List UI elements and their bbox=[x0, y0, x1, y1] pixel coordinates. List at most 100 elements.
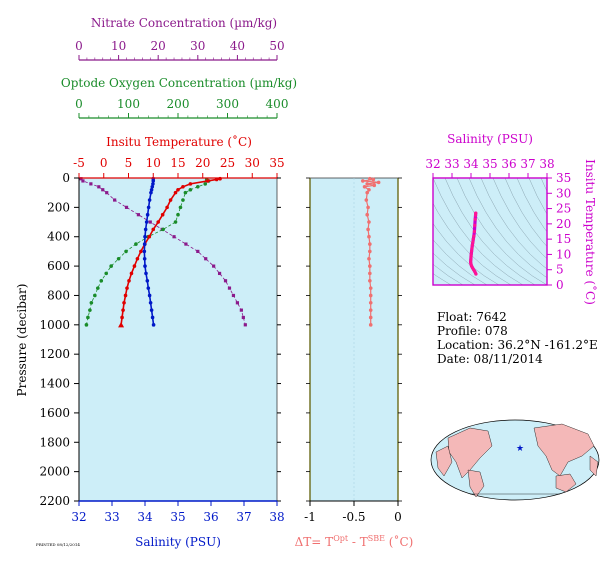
salinity-point bbox=[149, 308, 154, 312]
salinity-point bbox=[150, 315, 155, 320]
ts-point bbox=[469, 255, 473, 259]
salinity-tick-label: 35 bbox=[170, 510, 185, 524]
ts-x-tick-label: 36 bbox=[501, 157, 516, 171]
ts-point bbox=[471, 240, 475, 244]
map-land-africa-west bbox=[435, 445, 453, 477]
delta-t-point bbox=[367, 256, 371, 261]
density-contours bbox=[433, 178, 547, 285]
oxygen-point bbox=[178, 205, 183, 210]
ts-title: Salinity (PSU) bbox=[447, 132, 533, 146]
ts-y-tick-label: 35 bbox=[556, 171, 571, 185]
nitrate-tick-label: 30 bbox=[190, 39, 205, 53]
nitrate-point bbox=[172, 235, 176, 239]
delta-t-point bbox=[368, 242, 372, 246]
delta-t-tick-label: -0.5 bbox=[342, 510, 365, 524]
oxygen-point bbox=[173, 220, 178, 224]
nitrate-tick-label: 40 bbox=[230, 39, 245, 53]
oxygen-tick-label: 400 bbox=[266, 97, 289, 111]
ts-point bbox=[469, 252, 473, 257]
ts-y-tick-label: 20 bbox=[556, 217, 571, 231]
temperature-point bbox=[120, 315, 124, 320]
oxygen-tick-label: 300 bbox=[216, 97, 239, 111]
ts-point bbox=[472, 234, 476, 238]
ts-point bbox=[470, 246, 474, 250]
nitrate-point bbox=[101, 188, 105, 192]
pressure-tick-label: 1600 bbox=[39, 406, 70, 420]
oxygen-point bbox=[196, 185, 200, 189]
nitrate-point bbox=[223, 279, 228, 283]
temperature-tick-label: 5 bbox=[125, 156, 133, 170]
print-stamp: PRINTED 08/12/2014 bbox=[36, 542, 80, 547]
nitrate-point bbox=[239, 308, 243, 312]
oxygen-axis-label: Optode Oxygen Concentration (µm/kg) bbox=[61, 76, 297, 90]
delta-t-point bbox=[366, 227, 370, 232]
salinity-point bbox=[151, 323, 156, 327]
delta-t-point bbox=[361, 179, 365, 183]
nitrate-tick-label: 20 bbox=[151, 39, 166, 53]
ts-y-tick-label: 15 bbox=[556, 232, 571, 246]
oxygen-point bbox=[93, 293, 97, 298]
salinity-point bbox=[150, 185, 155, 189]
salinity-axis-label: Salinity (PSU) bbox=[135, 535, 221, 549]
temperature-tick-label: 0 bbox=[100, 156, 108, 170]
salinity-point bbox=[146, 205, 151, 210]
delta-t-tick-label: 0 bbox=[394, 510, 402, 524]
delta-t-point bbox=[368, 176, 372, 181]
delta-t-point bbox=[367, 187, 371, 192]
salinity-point bbox=[147, 293, 152, 298]
oxygen-tick-label: 0 bbox=[75, 97, 83, 111]
salinity-tick-label: 33 bbox=[104, 510, 119, 524]
density-contour bbox=[504, 178, 547, 247]
temperature-point bbox=[125, 286, 129, 290]
salinity-point bbox=[142, 256, 147, 261]
salinity-point bbox=[143, 234, 147, 239]
oxygen-point bbox=[109, 264, 113, 268]
nitrate-axis: 0 10 20 30 40 50 bbox=[75, 39, 285, 61]
oxygen-point bbox=[84, 323, 89, 327]
temperature-point bbox=[173, 190, 178, 195]
delta-t-series-layer bbox=[361, 176, 381, 327]
nitrate-tick-label: 50 bbox=[269, 39, 284, 53]
density-contour bbox=[433, 202, 512, 285]
temperature-point bbox=[165, 205, 169, 210]
salinity-tick-label: 36 bbox=[203, 510, 218, 524]
delta-t-point bbox=[368, 249, 372, 254]
ts-point bbox=[473, 223, 477, 227]
temperature-point bbox=[168, 198, 173, 202]
pressure-tick-label: 800 bbox=[47, 288, 70, 302]
density-contour bbox=[456, 178, 547, 285]
delta-t-point bbox=[362, 185, 367, 189]
delta-t-point bbox=[367, 234, 371, 239]
delta-t-point bbox=[368, 323, 373, 327]
ts-point bbox=[474, 272, 478, 276]
nitrate-tick-label: 10 bbox=[111, 39, 126, 53]
density-contour bbox=[433, 252, 476, 285]
temperature-tick-label: 25 bbox=[220, 156, 235, 170]
temperature-axis-label: Insitu Temperature (˚C) bbox=[106, 134, 252, 149]
temperature-point bbox=[129, 271, 134, 276]
salinity-tick-label: 34 bbox=[137, 510, 153, 524]
oxygen-tick-label: 100 bbox=[117, 97, 140, 111]
density-contour bbox=[540, 178, 547, 193]
temperature-point bbox=[188, 182, 193, 186]
delta-t-point bbox=[368, 308, 373, 312]
nitrate-point bbox=[235, 301, 239, 305]
nitrate-point bbox=[241, 315, 245, 320]
ts-plot-area bbox=[433, 178, 547, 285]
nitrate-point bbox=[148, 220, 152, 224]
temperature-point bbox=[147, 234, 152, 239]
map-land-americas-north bbox=[447, 427, 493, 479]
ts-y-tick-label: 25 bbox=[556, 202, 571, 216]
density-contour bbox=[516, 178, 547, 233]
pressure-tick-label: 1800 bbox=[39, 435, 70, 449]
delta-t-point bbox=[364, 198, 369, 202]
density-contour bbox=[480, 178, 547, 270]
delta-t-point bbox=[368, 271, 372, 276]
density-contour bbox=[433, 273, 452, 285]
nitrate-point bbox=[217, 271, 222, 276]
pressure-tick-label: 2000 bbox=[39, 465, 70, 479]
salinity-axis: 32 33 34 35 36 37 38 bbox=[71, 500, 285, 524]
oxygen-point bbox=[96, 286, 100, 290]
oxygen-point bbox=[86, 315, 90, 320]
ts-y-tick-label: 0 bbox=[556, 278, 564, 292]
